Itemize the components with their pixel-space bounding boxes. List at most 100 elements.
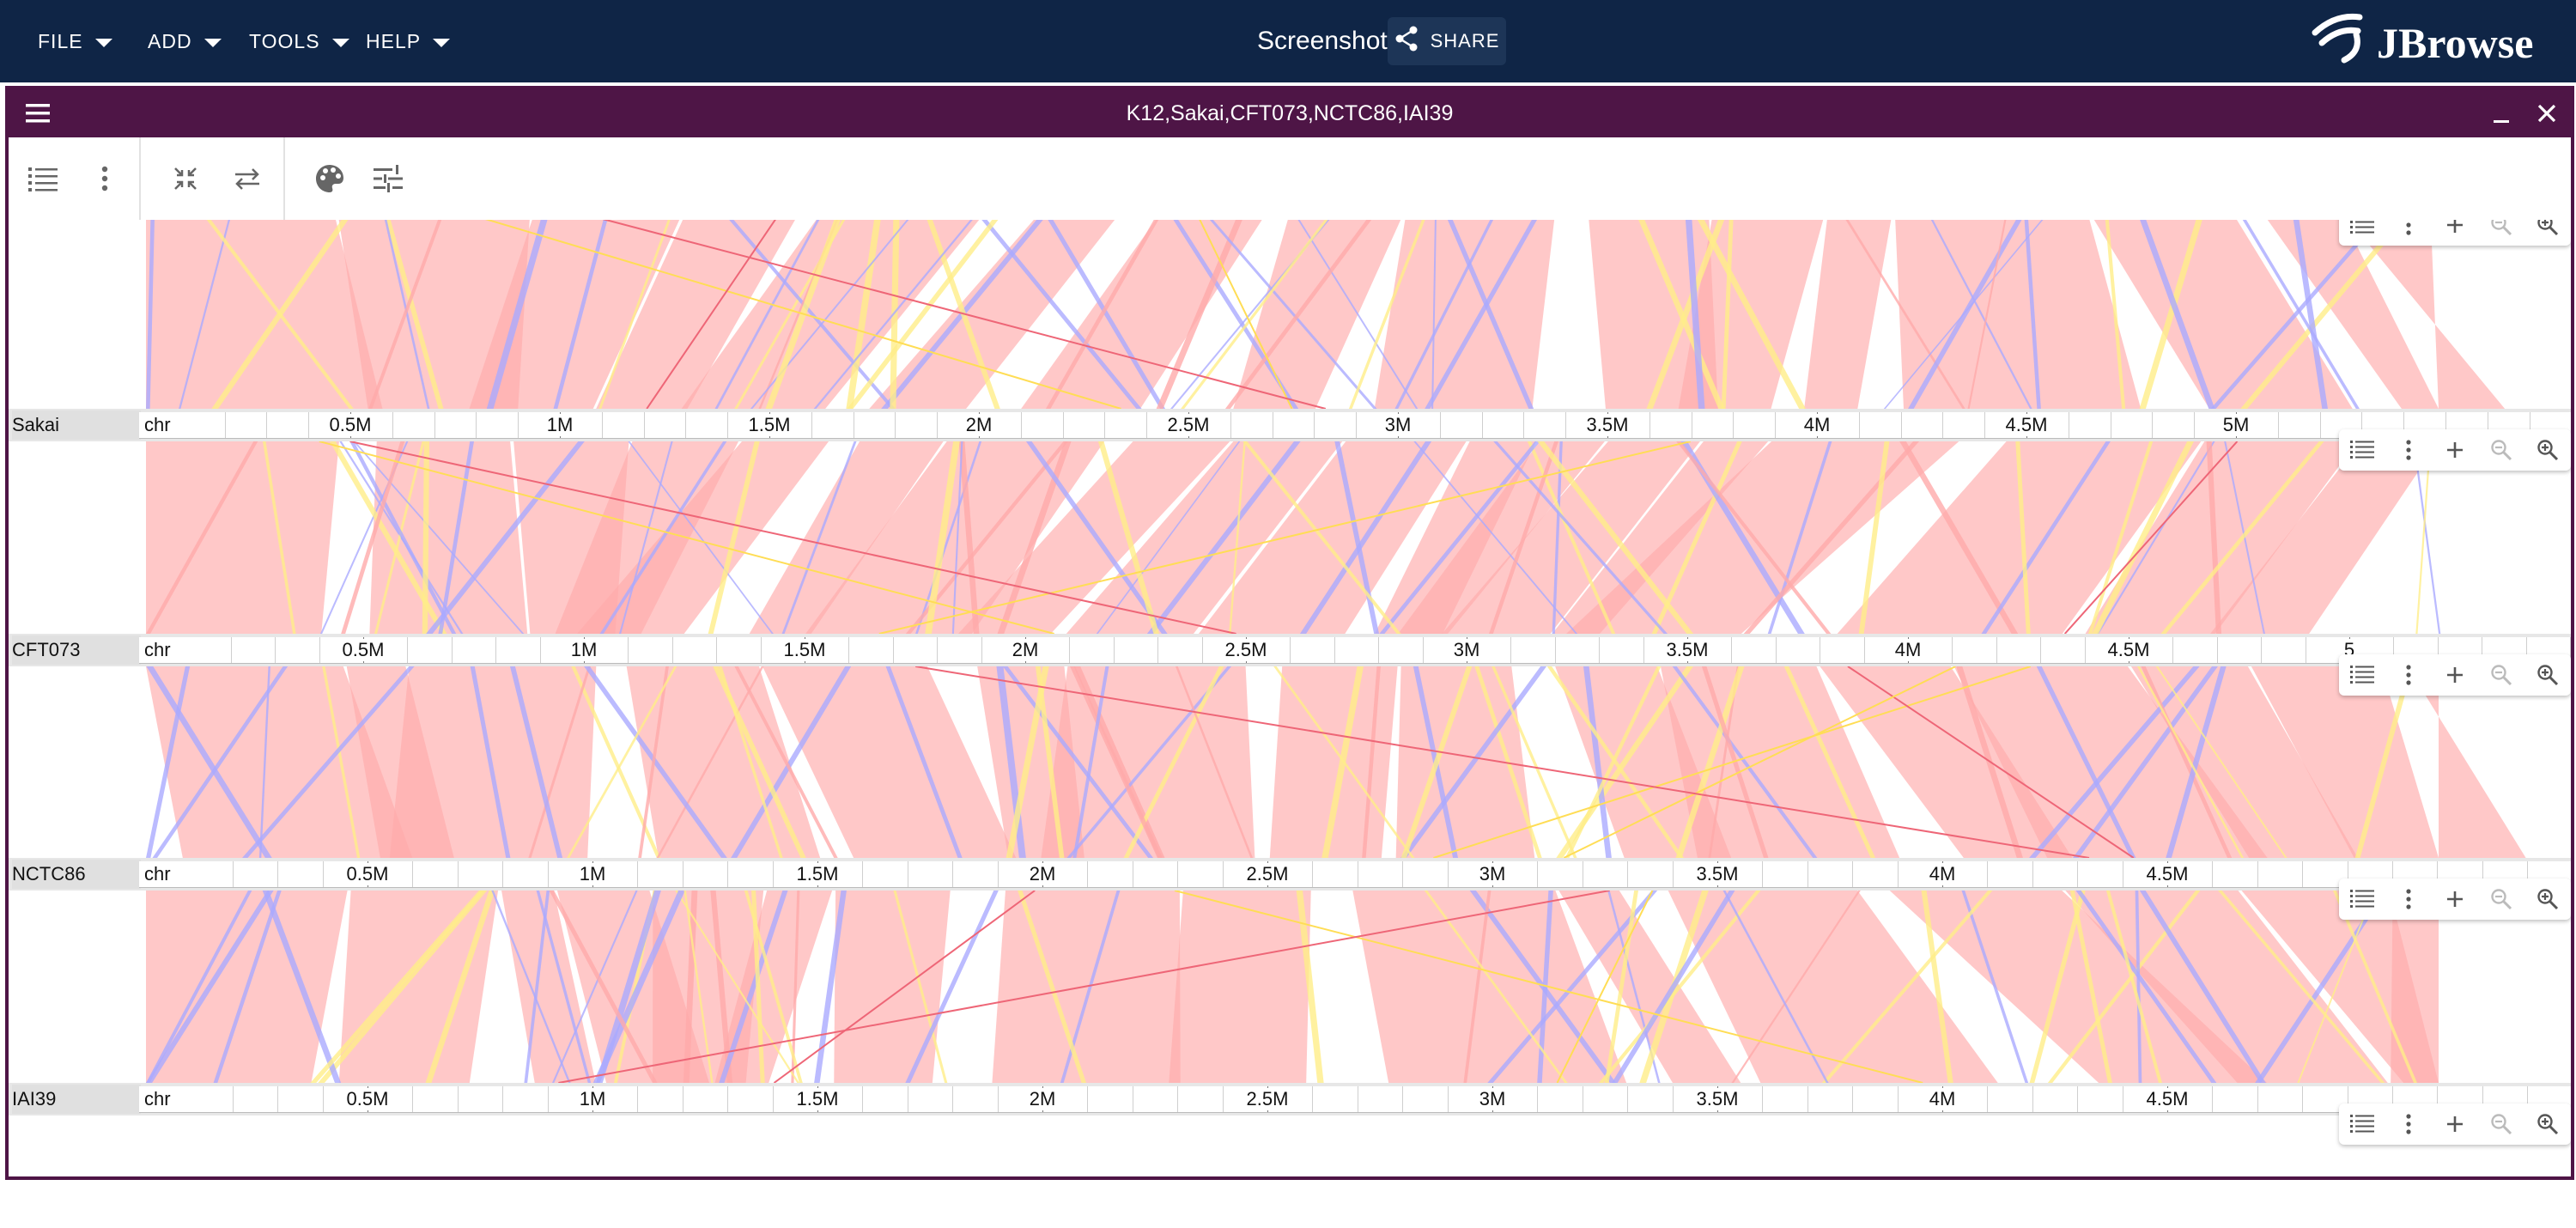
synteny-ribbon[interactable] <box>1070 666 1163 858</box>
track-list-button[interactable] <box>2345 882 2379 916</box>
inversion-ribbon[interactable] <box>1981 441 2111 634</box>
translocation-ribbon[interactable] <box>1433 666 2032 858</box>
synteny-ribbon[interactable] <box>710 891 733 1083</box>
synteny-block[interactable] <box>2130 666 2358 858</box>
synteny-ribbon[interactable] <box>1731 891 1861 1083</box>
track-list-button[interactable] <box>2345 433 2379 467</box>
inversion-ribbon[interactable] <box>146 666 191 858</box>
inversion-ribbon[interactable] <box>146 220 155 409</box>
inversion-ribbon[interactable] <box>2024 220 2041 409</box>
inversion-ribbon[interactable] <box>491 891 571 1083</box>
synteny-ribbon[interactable] <box>204 220 354 409</box>
synteny-ribbon[interactable] <box>719 666 783 858</box>
color-button[interactable] <box>311 160 349 198</box>
synteny-block[interactable] <box>469 220 681 409</box>
zoom-in-button[interactable] <box>2530 220 2565 242</box>
tools-menu-button[interactable]: TOOLS <box>249 0 349 82</box>
synteny-ribbon[interactable] <box>791 891 800 1083</box>
synteny-block[interactable] <box>805 441 1105 634</box>
synteny-ribbon[interactable] <box>1424 891 1568 1083</box>
inversion-ribbon[interactable] <box>384 220 430 409</box>
ruler[interactable]: chr 0.5M 1M 1.5M 2M 2.5M 3M 3.5M 4M 4.5M <box>139 1086 2571 1113</box>
synteny-block[interactable] <box>1804 220 1892 409</box>
inversion-ribbon[interactable] <box>1066 666 1232 858</box>
inversion-ribbon[interactable] <box>258 666 270 858</box>
synteny-ribbon[interactable] <box>1921 891 1953 1083</box>
synteny-ribbon[interactable] <box>713 666 806 858</box>
inversion-ribbon[interactable] <box>1446 220 1534 409</box>
synteny-block[interactable] <box>1555 666 1732 858</box>
inversion-ribbon[interactable] <box>592 891 685 1083</box>
translocation-ribbon[interactable] <box>878 441 1692 634</box>
synteny-ribbon[interactable] <box>1045 220 1161 409</box>
synteny-ribbon[interactable] <box>683 891 698 1083</box>
synteny-block[interactable] <box>577 441 829 634</box>
synteny-ribbon[interactable] <box>598 220 671 409</box>
inversion-ribbon[interactable] <box>179 220 231 409</box>
synteny-ribbon[interactable] <box>1637 220 1725 409</box>
synteny-block[interactable] <box>1395 666 1535 858</box>
zoom-in-button[interactable] <box>2530 882 2565 916</box>
close-button[interactable] <box>2531 98 2562 129</box>
zoom-in-button[interactable] <box>2530 1107 2565 1141</box>
inversion-ribbon[interactable] <box>1413 441 1578 634</box>
synteny-block[interactable] <box>1398 441 1605 634</box>
translocation-ribbon[interactable] <box>1556 891 1654 1083</box>
synteny-block[interactable] <box>2210 441 2439 634</box>
inversion-ribbon[interactable] <box>1685 220 1705 409</box>
synteny-block[interactable] <box>1375 441 1536 634</box>
inversion-ribbon[interactable] <box>1146 441 1301 634</box>
synteny-block[interactable] <box>749 441 944 634</box>
synteny-ribbon[interactable] <box>2015 441 2031 634</box>
synteny-ribbon[interactable] <box>1696 220 1807 409</box>
synteny-block[interactable] <box>2265 220 2439 409</box>
synteny-block[interactable] <box>1837 441 2202 634</box>
inversion-ribbon[interactable] <box>438 441 474 634</box>
view-title[interactable]: K12,Sakai,CFT073,NCTC86,IAI39 <box>1126 100 1454 125</box>
synteny-ribbon[interactable] <box>958 441 980 634</box>
synteny-block[interactable] <box>2085 441 2358 634</box>
synteny-ribbon[interactable] <box>2218 891 2385 1083</box>
inversion-ribbon[interactable] <box>1171 220 1299 409</box>
synteny-ribbon[interactable] <box>385 220 444 409</box>
synteny-ribbon[interactable] <box>262 441 296 634</box>
inversion-ribbon[interactable] <box>1072 666 1109 858</box>
add-button[interactable] <box>2438 1107 2472 1141</box>
inversion-ribbon[interactable] <box>1908 220 2024 409</box>
inversion-ribbon[interactable] <box>1431 220 1437 409</box>
synteny-ribbon[interactable] <box>683 891 714 1083</box>
translocation-ribbon[interactable] <box>1198 220 1293 409</box>
synteny-ribbons[interactable] <box>9 666 2571 858</box>
synteny-ribbon[interactable] <box>2206 441 2222 634</box>
inversion-ribbon[interactable] <box>2135 891 2142 1083</box>
zoom-out-button[interactable] <box>2484 220 2518 242</box>
inversion-ribbon[interactable] <box>813 220 976 409</box>
inversion-ribbon[interactable] <box>524 891 550 1083</box>
synteny-ribbon[interactable] <box>549 891 658 1083</box>
synteny-block[interactable] <box>146 666 413 858</box>
synteny-ribbon[interactable] <box>1242 441 1401 634</box>
translocation-ribbon[interactable] <box>2063 441 2239 634</box>
inversion-ribbon[interactable] <box>1767 441 1832 634</box>
inversion-ribbon[interactable] <box>353 441 525 634</box>
synteny-ribbon[interactable] <box>1564 666 1662 858</box>
inversion-ribbon[interactable] <box>553 220 609 409</box>
inversion-ribbon[interactable] <box>979 220 1142 409</box>
track-menu-button[interactable] <box>2391 658 2426 692</box>
synteny-ribbon[interactable] <box>1156 220 1244 409</box>
synteny-ribbon[interactable] <box>2160 441 2324 634</box>
synteny-block[interactable] <box>146 220 383 409</box>
translocation-ribbon[interactable] <box>1174 891 1923 1083</box>
synteny-ribbon[interactable] <box>310 891 485 1083</box>
inversion-ribbon[interactable] <box>1680 441 1805 634</box>
translocation-ribbon[interactable] <box>319 441 1054 634</box>
add-button[interactable] <box>2438 882 2472 916</box>
synteny-ribbon[interactable] <box>1546 666 1685 858</box>
synteny-ribbon[interactable] <box>2415 441 2432 634</box>
synteny-ribbons[interactable] <box>9 220 2571 409</box>
synteny-ribbon[interactable] <box>2136 666 2245 858</box>
track-menu-button[interactable] <box>2391 1107 2426 1141</box>
inversion-ribbon[interactable] <box>1961 891 2029 1083</box>
inversion-ribbon[interactable] <box>2139 220 2215 409</box>
inversion-ribbon[interactable] <box>1929 220 2032 409</box>
